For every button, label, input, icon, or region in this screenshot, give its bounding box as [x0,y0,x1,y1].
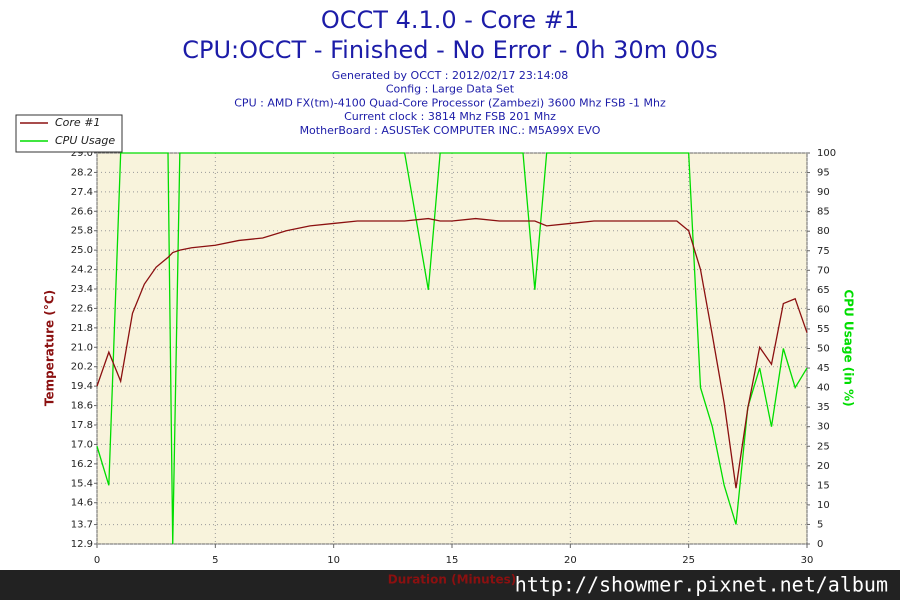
data-line [96,217,808,489]
x-tick-label: 10 [327,555,340,566]
y2-tick-label: 70 [817,265,830,276]
y2-tick-label: 30 [817,422,830,433]
y-tick-label: 12.9 [71,539,93,550]
info-line: CPU : AMD FX(tm)-4100 Quad-Core Processo… [234,96,666,109]
y2-tick-label: 0 [817,539,823,550]
y2-tick-label: 20 [817,461,830,472]
x-tick-label: 15 [446,555,459,566]
x-axis-label: Duration (Minutes) [388,573,516,587]
y2-tick-label: 35 [817,402,830,413]
y-tick-label: 18.6 [71,401,93,412]
y-tick-label: 17.0 [71,439,93,450]
legend-label: CPU Usage [55,134,115,147]
y-tick-label: 21.8 [71,323,93,334]
y2-tick-label: 55 [817,324,830,335]
info-line: Generated by OCCT : 2012/02/17 23:14:08 [332,69,569,82]
y-tick-label: 25.8 [71,226,93,237]
data-line [96,152,808,545]
y-tick-label: 29.0 [71,148,93,159]
y-tick-label: 22.6 [71,303,93,314]
y2-tick-label: 75 [817,246,830,257]
y-tick-label: 17.8 [71,420,93,431]
y-tick-label: 28.2 [71,167,93,178]
y2-tick-label: 15 [817,480,830,491]
y-tick-label: 23.4 [71,284,93,295]
y-tick-label: 16.2 [71,459,93,470]
y-tick-label: 24.2 [71,265,93,276]
y2-tick-label: 65 [817,285,830,296]
y-tick-label: 14.6 [71,498,93,509]
y2-tick-label: 95 [817,168,830,179]
y-tick-label: 27.4 [71,187,93,198]
info-line: MotherBoard : ASUSTeK COMPUTER INC.: M5A… [300,124,601,137]
y2-tick-label: 40 [817,383,830,394]
y-tick-label: 15.4 [71,478,93,489]
y-tick-label: 20.2 [71,362,93,373]
watermark: http://showmer.pixnet.net/album [515,573,888,597]
y-tick-label: 13.7 [71,520,93,531]
y-tick-label: 26.6 [71,206,93,217]
info-line: Current clock : 3814 Mhz FSB 201 Mhz [344,110,556,123]
legend-box [15,114,123,153]
y2-tick-label: 45 [817,363,830,374]
y2-tick-label: 80 [817,226,830,237]
x-tick-label: 20 [564,555,577,566]
y-axis-label: Temperature (°C) [43,290,57,406]
y2-tick-label: 25 [817,441,830,452]
y2-axis-label: CPU Usage (in %) [842,289,856,406]
x-tick-label: 25 [682,555,695,566]
chart-subtitle: CPU:OCCT - Finished - No Error - 0h 30m … [182,36,718,64]
y2-tick-label: 90 [817,187,830,198]
y2-tick-label: 5 [817,519,823,530]
y-tick-label: 21.0 [71,342,93,353]
chart-title: OCCT 4.1.0 - Core #1 [321,6,579,34]
y2-tick-label: 50 [817,344,830,355]
x-tick-label: 30 [801,555,814,566]
y2-tick-label: 100 [817,148,836,159]
legend-label: Core #1 [55,116,100,129]
y-tick-label: 19.4 [71,381,93,392]
y-tick-label: 25.0 [71,245,93,256]
watermark-bar [0,570,900,600]
x-tick-label: 5 [212,555,218,566]
y2-tick-label: 85 [817,207,830,218]
y2-tick-label: 60 [817,304,830,315]
y2-tick-label: 10 [817,500,830,511]
info-line: Config : Large Data Set [386,83,515,96]
plot-area [96,152,808,545]
x-tick-label: 0 [94,555,100,566]
